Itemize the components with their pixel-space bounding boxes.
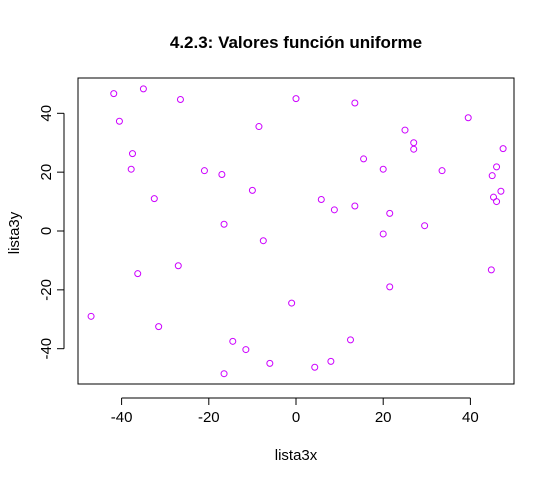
data-point	[288, 299, 296, 307]
data-point	[87, 312, 95, 320]
data-point	[421, 222, 429, 230]
data-point	[464, 114, 472, 122]
y-tick-label: 0	[38, 227, 55, 235]
data-point	[379, 230, 387, 238]
data-point	[493, 198, 501, 206]
data-point	[220, 370, 228, 378]
y-tick-label: -40	[38, 338, 55, 360]
data-point	[155, 323, 163, 331]
x-axis: -40 -20 0 20 40	[111, 397, 479, 426]
y-tick-label: 20	[38, 164, 55, 181]
data-point	[259, 237, 267, 245]
data-point	[347, 336, 354, 344]
y-tick-label: -20	[38, 279, 55, 301]
data-point	[493, 163, 501, 171]
data-point	[330, 206, 338, 214]
data-point	[220, 220, 228, 228]
data-point	[150, 195, 158, 203]
data-point	[386, 283, 394, 291]
x-tick-label: 40	[462, 409, 479, 426]
data-point	[200, 167, 208, 175]
data-point	[401, 126, 409, 134]
plot-area-border	[77, 77, 515, 385]
x-tick-label: -20	[198, 409, 220, 426]
data-point	[379, 165, 387, 173]
x-tick-label: -40	[111, 409, 133, 426]
data-point	[139, 85, 147, 93]
data-point	[127, 165, 135, 173]
y-tick-label: 40	[38, 105, 55, 122]
y-axis-label: lista3y	[6, 211, 23, 254]
data-point	[351, 202, 359, 210]
data-point	[255, 123, 263, 131]
data-point	[360, 155, 368, 163]
chart-title: 4.2.3: Valores función uniforme	[170, 33, 422, 52]
data-point	[499, 145, 507, 153]
data-point	[292, 95, 300, 103]
data-point	[176, 95, 184, 103]
data-point	[115, 117, 123, 125]
data-point	[110, 90, 118, 98]
data-point	[248, 186, 256, 194]
data-point	[311, 363, 319, 371]
x-tick-label: 20	[375, 409, 392, 426]
data-point	[266, 359, 274, 367]
data-point	[351, 99, 359, 107]
data-point	[129, 150, 136, 158]
y-axis: -40 -20 0 20 40	[38, 105, 65, 360]
data-point	[317, 196, 325, 204]
x-axis-label: lista3x	[275, 447, 318, 464]
data-point	[410, 139, 418, 147]
x-tick-label: 0	[292, 409, 300, 426]
data-point	[410, 145, 418, 153]
data-point	[134, 270, 142, 278]
data-point	[488, 172, 496, 180]
data-point	[327, 357, 335, 365]
data-point	[487, 266, 495, 274]
data-point	[229, 337, 237, 345]
data-point	[174, 262, 182, 270]
data-point	[438, 167, 446, 175]
data-point	[497, 187, 505, 195]
data-point	[242, 346, 250, 354]
data-point	[218, 171, 226, 179]
points-layer	[87, 85, 507, 378]
data-point	[386, 209, 394, 217]
